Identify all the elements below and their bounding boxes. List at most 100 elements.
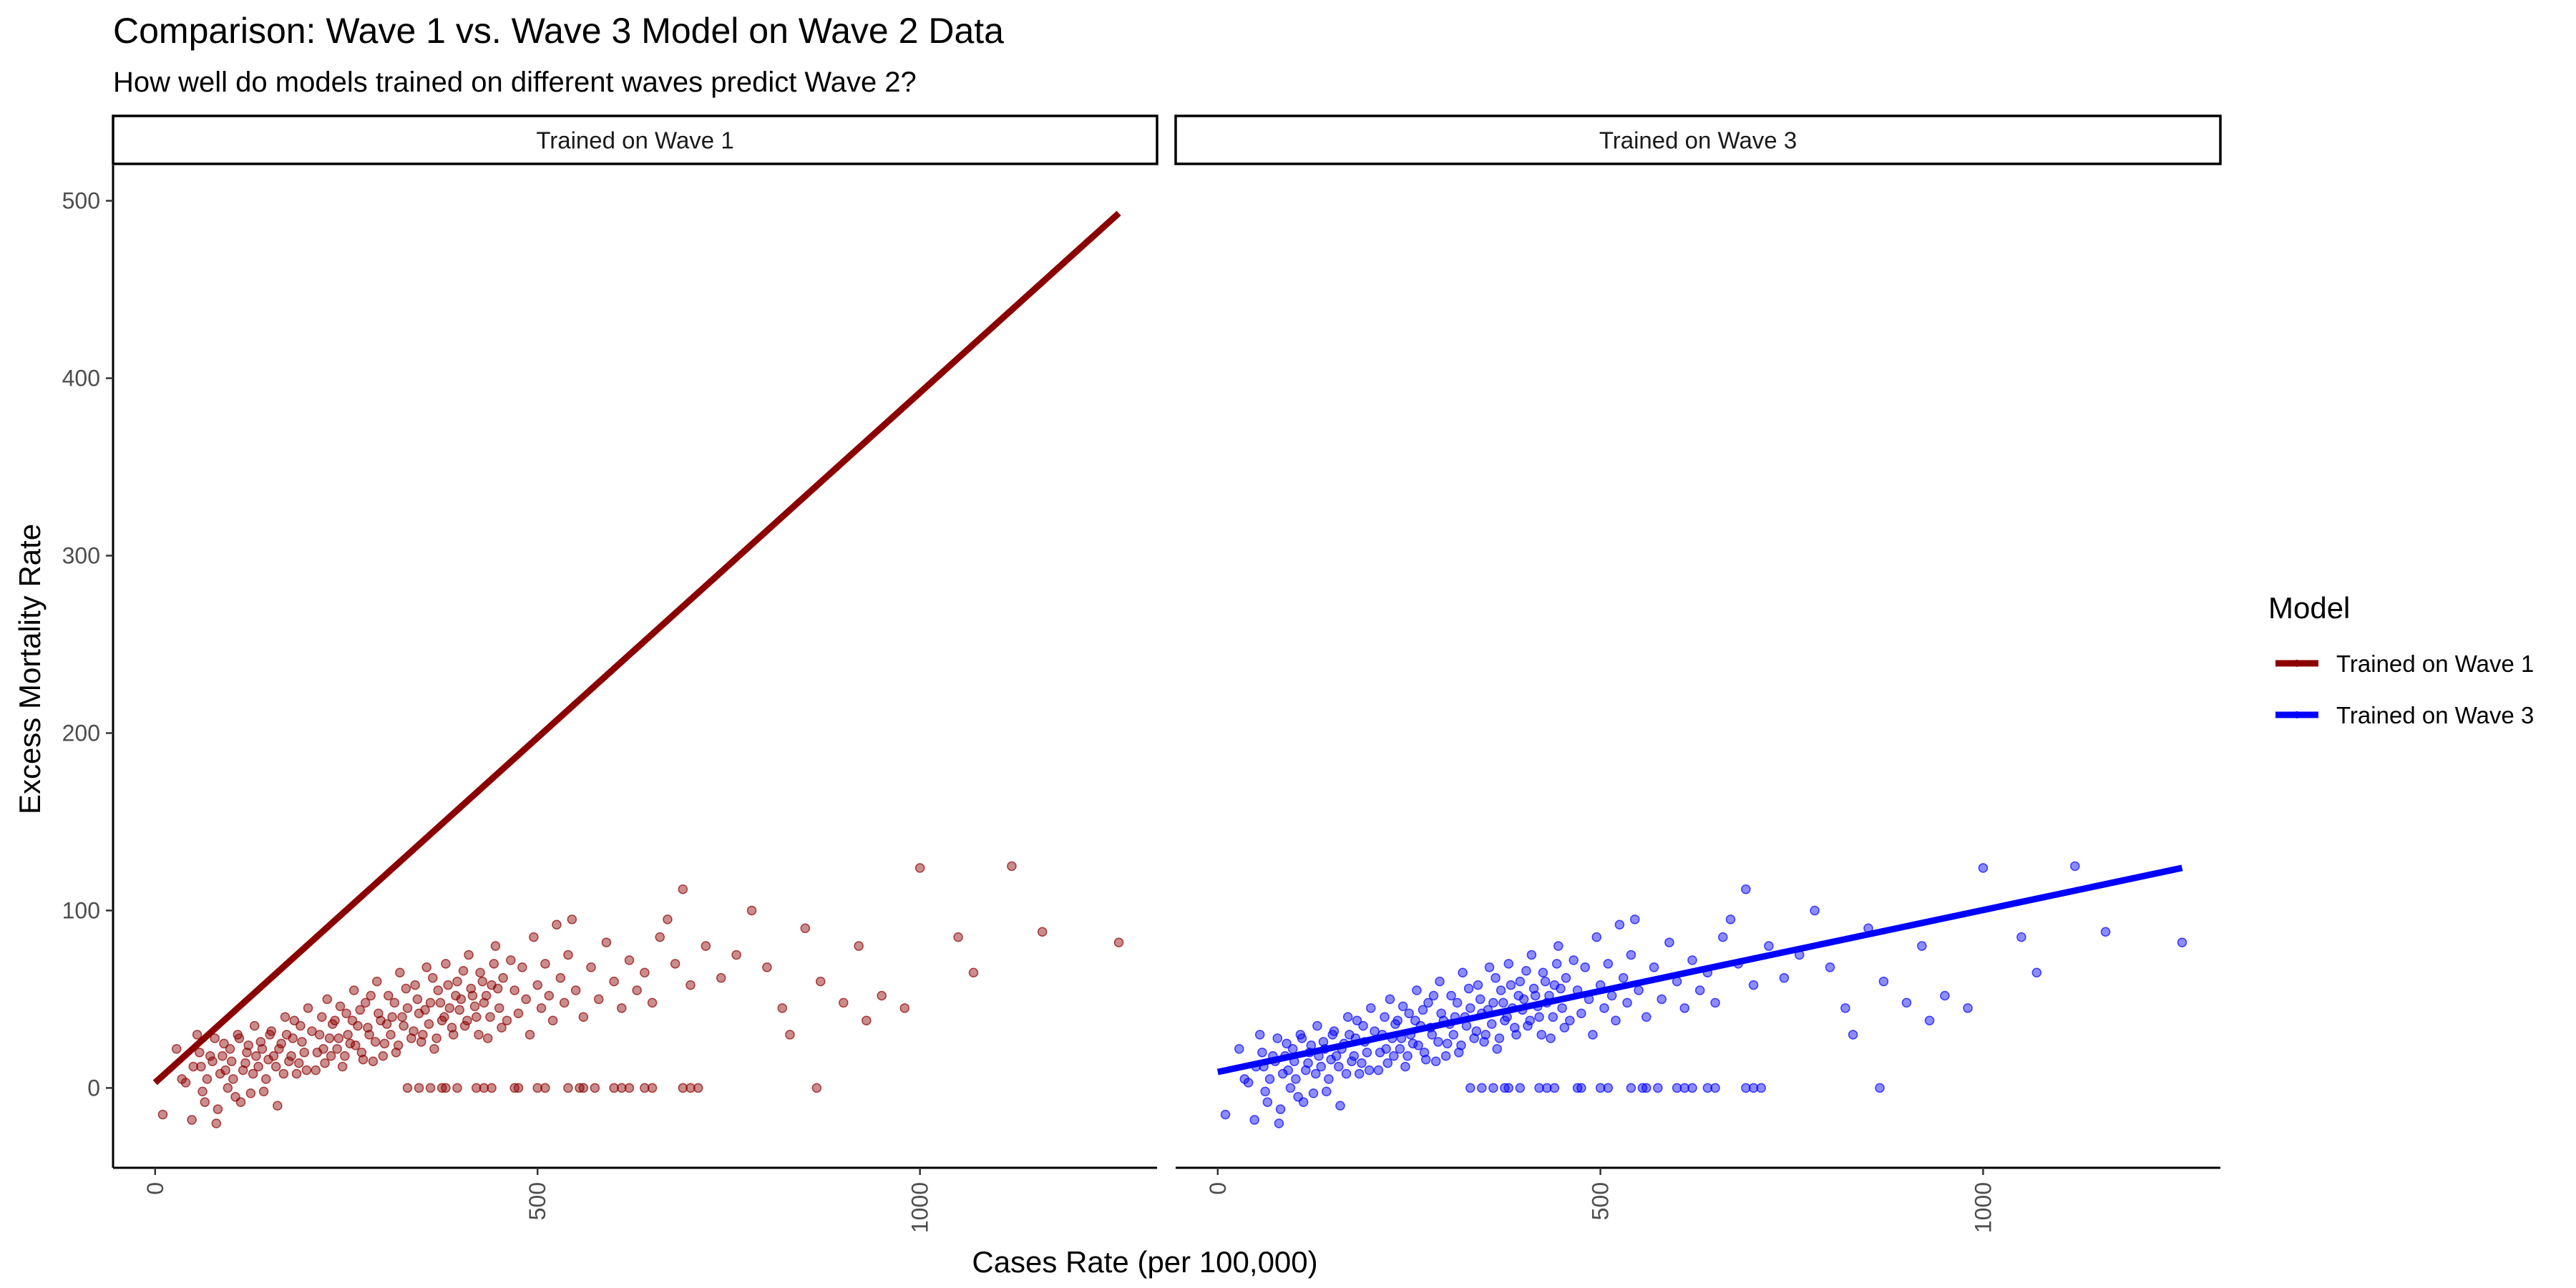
data-point <box>1249 1115 1259 1125</box>
x-tick-label: 0 <box>1205 1182 1231 1195</box>
data-point <box>1352 1015 1362 1025</box>
data-point <box>1283 1065 1293 1075</box>
data-point <box>525 1030 535 1040</box>
data-point <box>1687 955 1697 965</box>
data-point <box>291 1068 302 1079</box>
data-point <box>1007 861 1017 872</box>
data-point <box>1362 1048 1372 1058</box>
legend-title: Model <box>2268 591 2350 625</box>
data-point <box>502 1015 512 1025</box>
data-point <box>1521 966 1531 976</box>
data-point <box>485 1012 495 1022</box>
data-point <box>617 1083 627 1093</box>
data-point <box>458 966 469 976</box>
data-point <box>1741 1083 1751 1093</box>
data-point <box>1525 1015 1535 1025</box>
data-point <box>387 1012 397 1022</box>
data-point <box>1875 1083 1885 1093</box>
data-point <box>1277 1068 1288 1079</box>
data-point <box>378 1051 389 1061</box>
data-point <box>1410 1015 1420 1025</box>
data-point <box>386 1030 396 1040</box>
data-point <box>213 1104 223 1114</box>
data-point <box>324 1033 335 1043</box>
data-point <box>441 1083 451 1093</box>
data-point <box>311 1065 321 1075</box>
data-point <box>1491 972 1501 983</box>
data-point <box>1657 994 1667 1005</box>
data-point <box>609 1083 619 1093</box>
data-point <box>563 950 573 960</box>
data-point <box>624 955 635 965</box>
data-point <box>640 967 650 977</box>
data-point <box>296 1020 306 1031</box>
data-point <box>899 1003 910 1013</box>
data-point <box>219 1038 229 1049</box>
data-point <box>469 1001 480 1012</box>
data-point <box>617 1003 627 1013</box>
data-point <box>1779 972 1790 983</box>
facet-strip <box>112 114 1158 165</box>
data-point <box>1825 962 1835 972</box>
data-point <box>2031 967 2042 977</box>
data-point <box>2177 937 2187 947</box>
data-point <box>351 1040 361 1050</box>
data-point <box>421 962 431 972</box>
data-point <box>1264 1074 1275 1084</box>
data-point <box>477 976 488 987</box>
data-point <box>521 994 531 1005</box>
data-point <box>410 980 420 990</box>
y-tick-label: 400 <box>62 366 100 391</box>
data-point <box>424 1019 434 1029</box>
data-point <box>1465 1083 1475 1093</box>
data-point <box>429 1044 439 1054</box>
data-point <box>1234 1044 1244 1054</box>
data-point <box>384 990 394 1001</box>
y-tick-label: 200 <box>62 720 100 746</box>
data-point <box>1395 1044 1405 1054</box>
data-point <box>552 919 562 930</box>
legend-item: Trained on Wave 1 <box>2275 650 2534 677</box>
facet-strip-label: Trained on Wave 3 <box>1599 127 1797 154</box>
data-point <box>205 1051 215 1061</box>
data-point <box>1326 1054 1336 1065</box>
data-point <box>1606 990 1617 1001</box>
fit-line <box>152 210 1121 1085</box>
data-point <box>274 1044 284 1054</box>
legend-item: Trained on Wave 3 <box>2275 702 2534 728</box>
data-point <box>379 1038 390 1049</box>
data-point <box>1484 962 1495 972</box>
data-point <box>208 1056 218 1066</box>
data-point <box>356 1048 367 1058</box>
data-point <box>777 1003 788 1013</box>
data-point <box>590 1083 600 1093</box>
facet-strip-label: Trained on Wave 1 <box>536 127 733 154</box>
data-point <box>261 1074 271 1084</box>
data-point <box>1433 1037 1443 1047</box>
data-point <box>301 1065 312 1075</box>
data-point <box>370 1037 381 1047</box>
data-point <box>441 959 451 969</box>
data-point <box>333 1033 344 1043</box>
x-axis-title: Cases Rate (per 100,000) <box>972 1245 1317 1279</box>
data-point <box>1530 990 1541 1001</box>
y-tick-label: 500 <box>62 188 100 214</box>
data-point <box>1551 959 1562 969</box>
data-point <box>1354 1068 1365 1079</box>
data-point <box>1718 932 1728 942</box>
data-point <box>401 983 411 994</box>
data-point <box>1345 1030 1355 1040</box>
data-point <box>1565 1015 1575 1025</box>
data-point <box>1260 1086 1270 1097</box>
data-point <box>1725 914 1736 924</box>
data-point <box>1963 1003 1973 1013</box>
data-point <box>355 1005 365 1015</box>
data-point <box>474 1030 484 1040</box>
data-point <box>466 983 476 994</box>
data-point <box>540 1083 550 1093</box>
data-point <box>1390 1019 1400 1029</box>
panel-2: Trained on Wave 3 0 500 1000 <box>1174 114 2222 1233</box>
data-point <box>1630 914 1640 924</box>
data-point <box>255 1037 266 1047</box>
